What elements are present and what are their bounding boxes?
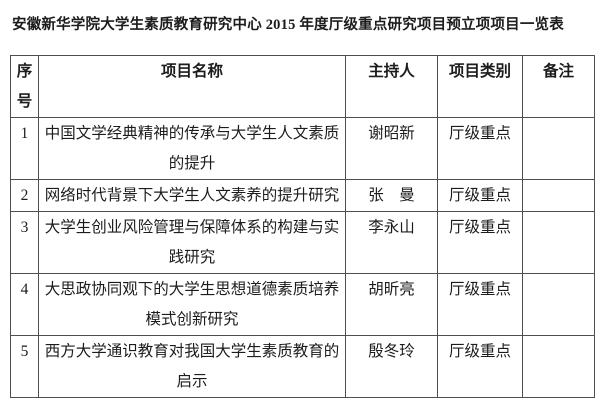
- cell-no: 2: [10, 179, 39, 212]
- cell-category: 厅级重点: [437, 117, 523, 180]
- cell-note: [522, 335, 595, 398]
- header-no: 序号: [10, 55, 39, 118]
- cell-category: 厅级重点: [437, 211, 523, 274]
- table-header-row: 序号 项目名称 主持人 项目类别 备注: [10, 55, 595, 118]
- cell-category: 厅级重点: [437, 335, 523, 398]
- table-row: 5 西方大学通识教育对我国大学生素质教育的启示 殷冬玲 厅级重点: [10, 335, 595, 398]
- projects-table: 序号 项目名称 主持人 项目类别 备注 1 中国文学经典精神的传承与大学生人文素…: [10, 55, 595, 398]
- cell-no: 4: [10, 273, 39, 336]
- cell-no: 3: [10, 211, 39, 274]
- cell-name: 西方大学通识教育对我国大学生素质教育的启示: [38, 335, 346, 398]
- cell-name: 大思政协同观下的大学生思想道德素质培养模式创新研究: [38, 273, 346, 336]
- cell-note: [522, 211, 595, 274]
- cell-name: 网络时代背景下大学生人文素养的提升研究: [38, 179, 346, 212]
- table-row: 3 大学生创业风险管理与保障体系的构建与实践研究 李永山 厅级重点: [10, 211, 595, 274]
- table-row: 4 大思政协同观下的大学生思想道德素质培养模式创新研究 胡昕亮 厅级重点: [10, 273, 595, 336]
- cell-name: 中国文学经典精神的传承与大学生人文素质的提升: [38, 117, 346, 180]
- header-note: 备注: [522, 55, 595, 118]
- cell-no: 1: [10, 117, 39, 180]
- header-leader: 主持人: [345, 55, 438, 118]
- cell-category: 厅级重点: [437, 179, 523, 212]
- cell-category: 厅级重点: [437, 273, 523, 336]
- cell-note: [522, 273, 595, 336]
- page-title: 安徽新华学院大学生素质教育研究中心 2015 年度厅级重点研究项目预立项项目一览…: [12, 17, 564, 33]
- cell-leader: 谢昭新: [345, 117, 438, 180]
- header-category: 项目类别: [437, 55, 523, 118]
- cell-leader: 殷冬玲: [345, 335, 438, 398]
- cell-leader: 张 曼: [345, 179, 438, 212]
- cell-name: 大学生创业风险管理与保障体系的构建与实践研究: [38, 211, 346, 274]
- table-row: 1 中国文学经典精神的传承与大学生人文素质的提升 谢昭新 厅级重点: [10, 117, 595, 180]
- table-row: 2 网络时代背景下大学生人文素养的提升研究 张 曼 厅级重点: [10, 179, 595, 212]
- cell-note: [522, 117, 595, 180]
- cell-no: 5: [10, 335, 39, 398]
- cell-leader: 胡昕亮: [345, 273, 438, 336]
- cell-note: [522, 179, 595, 212]
- cell-leader: 李永山: [345, 211, 438, 274]
- header-name: 项目名称: [38, 55, 346, 118]
